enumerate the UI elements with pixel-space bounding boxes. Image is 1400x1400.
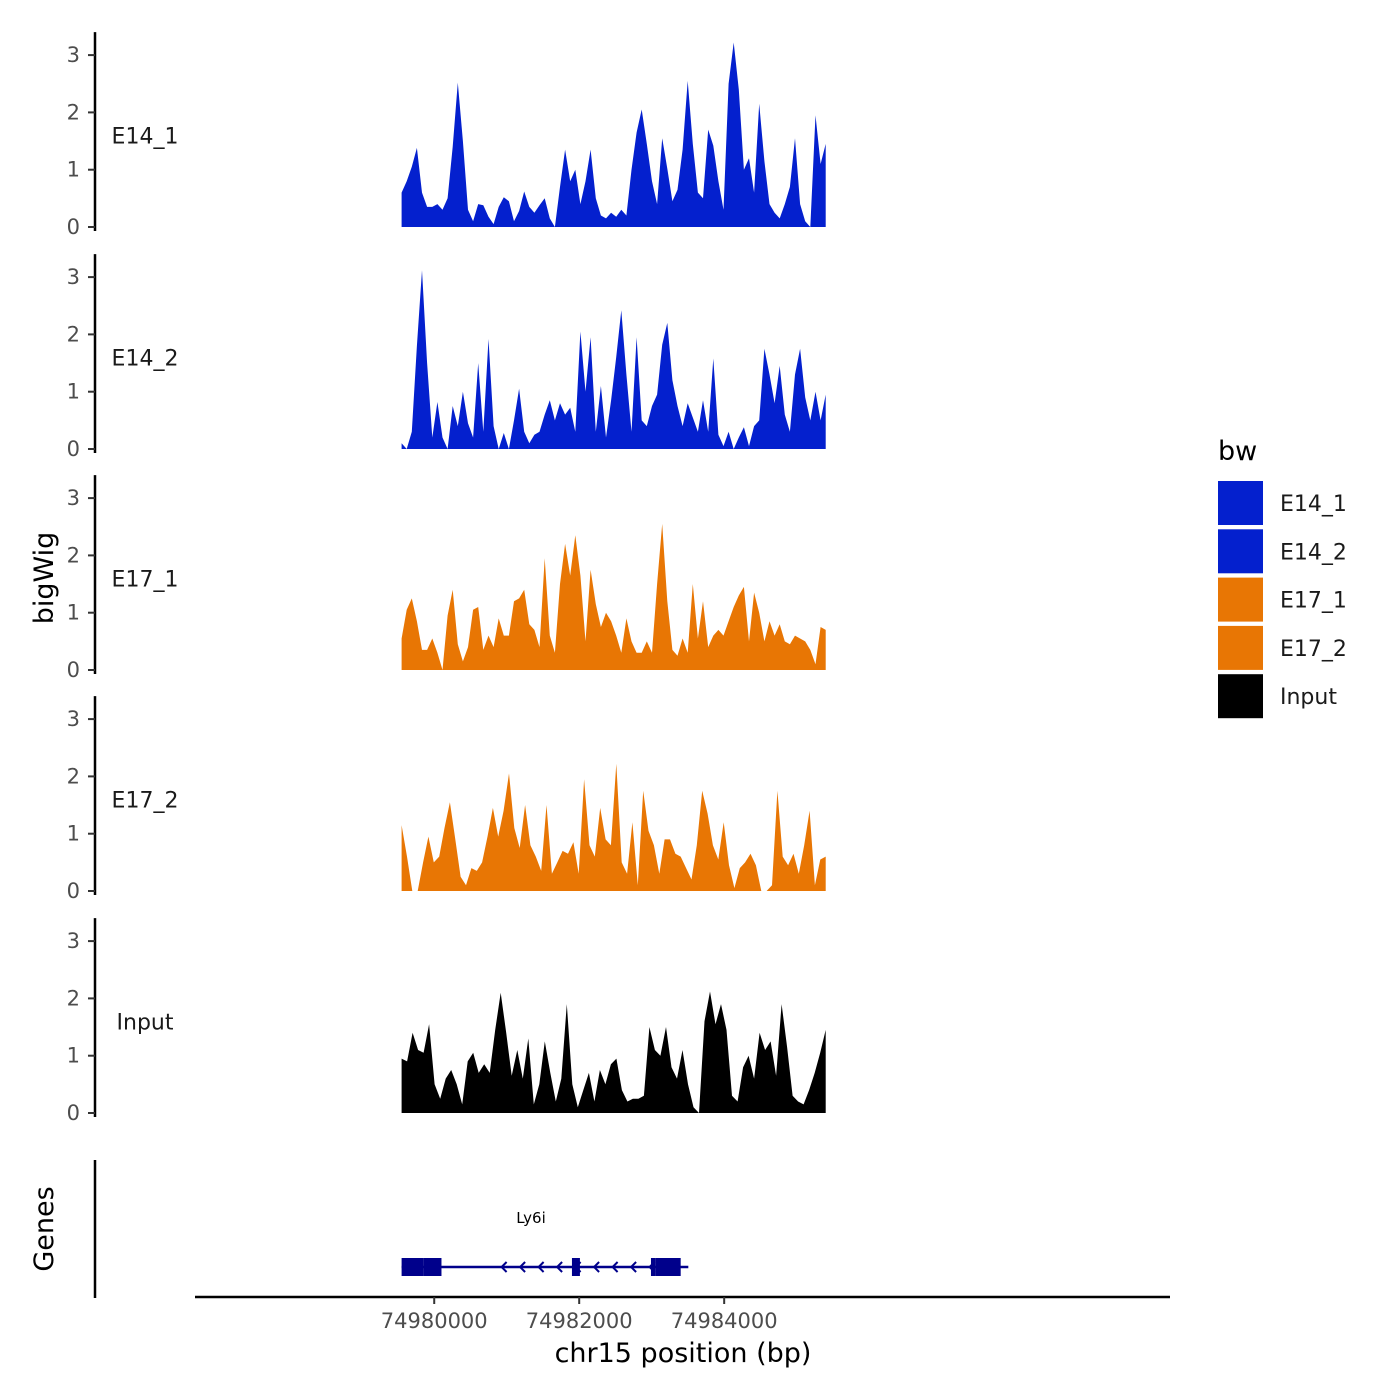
- track-label: E17_2: [112, 788, 179, 813]
- y-tick-label: 3: [67, 265, 80, 289]
- signal-area-e17-1: [401, 523, 826, 670]
- track-e14-1: 0 1 2 3 E14_1: [67, 32, 826, 239]
- legend-swatch: [1218, 529, 1263, 574]
- legend-label: E14_2: [1280, 540, 1347, 565]
- y-tick-label: 3: [67, 929, 80, 953]
- y-tick-label: 0: [67, 437, 80, 461]
- strand-arrow: [629, 1261, 637, 1273]
- legend-label: E17_2: [1280, 637, 1347, 662]
- track-input: 0 1 2 3 Input: [67, 918, 826, 1125]
- gene-exon: [650, 1258, 656, 1276]
- y-tick-label: 0: [67, 215, 80, 239]
- signal-area-input: [401, 991, 826, 1113]
- strand-arrow: [500, 1261, 508, 1273]
- legend-item-e17-1: E17_1: [1218, 577, 1347, 622]
- track-e14-2: 0 1 2 3 E14_2: [67, 254, 826, 461]
- signal-area-e14-2: [401, 270, 826, 449]
- genes-axis-title: Genes: [29, 1186, 60, 1271]
- strand-arrow: [611, 1261, 619, 1273]
- gene-exon: [655, 1258, 681, 1276]
- gene-exon: [423, 1258, 442, 1276]
- track-label: E17_1: [112, 567, 179, 592]
- legend-label: Input: [1280, 685, 1337, 710]
- x-axis-title: chr15 position (bp): [555, 1338, 812, 1369]
- gene-exon: [401, 1258, 424, 1276]
- track-label: E14_2: [112, 346, 179, 371]
- y-tick-label: 3: [67, 486, 80, 510]
- track-e17-2: 0 1 2 3 E17_2: [67, 696, 826, 903]
- y-tick-label: 0: [67, 658, 80, 682]
- y-tick-label: 1: [67, 158, 80, 182]
- y-tick-label: 2: [67, 764, 80, 788]
- legend-item-e17-2: E17_2: [1218, 625, 1347, 670]
- legend-label: E14_1: [1280, 492, 1347, 517]
- y-tick-label: 2: [67, 322, 80, 346]
- signal-area-e17-2: [401, 763, 826, 891]
- y-tick-label: 1: [67, 380, 80, 404]
- legend-swatch: [1218, 577, 1263, 622]
- track-e17-1: 0 1 2 3 E17_1: [67, 475, 826, 682]
- y-tick-label: 1: [67, 1044, 80, 1068]
- gene-label: Ly6i: [516, 1209, 546, 1227]
- track-label: Input: [117, 1010, 174, 1035]
- y-tick-label: 2: [67, 986, 80, 1010]
- y-tick-label: 1: [67, 601, 80, 625]
- y-tick-label: 0: [67, 879, 80, 903]
- y-axis-title: bigWig: [29, 532, 60, 625]
- y-tick-label: 2: [67, 543, 80, 567]
- legend-label: E17_1: [1280, 589, 1347, 614]
- x-tick-label: 74982000: [526, 1309, 633, 1333]
- y-tick-label: 3: [67, 707, 80, 731]
- y-tick-label: 0: [67, 1101, 80, 1125]
- legend-item-input: Input: [1218, 674, 1337, 719]
- signal-area-e14-1: [401, 42, 826, 227]
- legend: bw E14_1 E14_2 E17_1 E17_2 Input: [1218, 436, 1347, 719]
- y-tick-label: 2: [67, 100, 80, 124]
- legend-swatch: [1218, 625, 1263, 670]
- x-tick-label: 74984000: [671, 1309, 778, 1333]
- y-tick-label: 1: [67, 822, 80, 846]
- gene-exon: [571, 1258, 580, 1276]
- y-tick-label: 3: [67, 43, 80, 67]
- strand-arrow: [592, 1261, 600, 1273]
- strand-arrow: [555, 1261, 563, 1273]
- legend-swatch: [1218, 674, 1263, 719]
- x-tick-label: 74980000: [381, 1309, 488, 1333]
- gene-ly6i: Ly6i: [401, 1209, 689, 1276]
- strand-arrow: [537, 1261, 545, 1273]
- legend-swatch: [1218, 481, 1263, 525]
- legend-item-e14-1: E14_1: [1218, 481, 1347, 525]
- track-label: E14_1: [112, 124, 179, 149]
- legend-title: bw: [1218, 436, 1257, 467]
- strand-arrow: [518, 1261, 526, 1273]
- legend-item-e14-2: E14_2: [1218, 529, 1347, 574]
